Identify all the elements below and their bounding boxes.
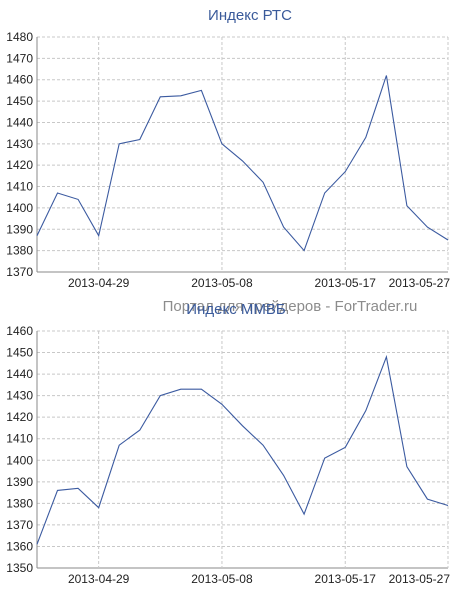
y-tick-label: 1370 [6, 265, 33, 279]
x-tick-label: 2013-04-29 [68, 572, 130, 586]
x-tick-label: 2013-05-27 [389, 572, 451, 586]
y-tick-label: 1370 [6, 518, 33, 532]
y-tick-label: 1450 [6, 346, 33, 360]
watermark: Портал для трейдеров - ForTrader.ru [163, 298, 418, 315]
y-tick-label: 1460 [6, 324, 33, 338]
y-tick-label: 1390 [6, 222, 33, 236]
y-tick-label: 1420 [6, 158, 33, 172]
x-tick-label: 2013-04-29 [68, 276, 130, 290]
chart-title: Индекс ММВБ [186, 301, 286, 318]
x-tick-label: 2013-05-17 [315, 276, 377, 290]
x-tick-label: 2013-05-17 [315, 572, 377, 586]
micex-series-line [36, 354, 449, 545]
y-tick-label: 1380 [6, 496, 33, 510]
x-tick-label: 2013-05-27 [389, 276, 451, 290]
y-tick-label: 1440 [6, 367, 33, 381]
y-tick-label: 1350 [6, 561, 33, 575]
x-tick-label: 2013-05-08 [191, 572, 253, 586]
y-tick-label: 1470 [6, 51, 33, 65]
y-tick-label: 1400 [6, 453, 33, 467]
y-tick-label: 1450 [6, 94, 33, 108]
y-tick-label: 1430 [6, 137, 33, 151]
y-tick-label: 1480 [6, 30, 33, 44]
y-tick-label: 1430 [6, 389, 33, 403]
y-tick-label: 1400 [6, 201, 33, 215]
y-tick-label: 1390 [6, 475, 33, 489]
rts-chart: Индекс РТС 1370 1380 1390 1400 1410 1420 1430 1… [6, 7, 450, 290]
y-tick-label: 1410 [6, 180, 33, 194]
x-tick-label: 2013-05-08 [191, 276, 253, 290]
y-tick-label: 1460 [6, 73, 33, 87]
y-tick-label: 1420 [6, 410, 33, 424]
rts-series-line [36, 75, 449, 252]
y-tick-label: 1380 [6, 244, 33, 258]
y-tick-label: 1440 [6, 115, 33, 129]
micex-chart: Индекс ММВБ 1350 1360 1370 1380 1390 1400 1410… [6, 301, 450, 586]
y-tick-label: 1410 [6, 432, 33, 446]
y-tick-label: 1360 [6, 539, 33, 553]
chart-title: Индекс РТС [208, 7, 292, 24]
